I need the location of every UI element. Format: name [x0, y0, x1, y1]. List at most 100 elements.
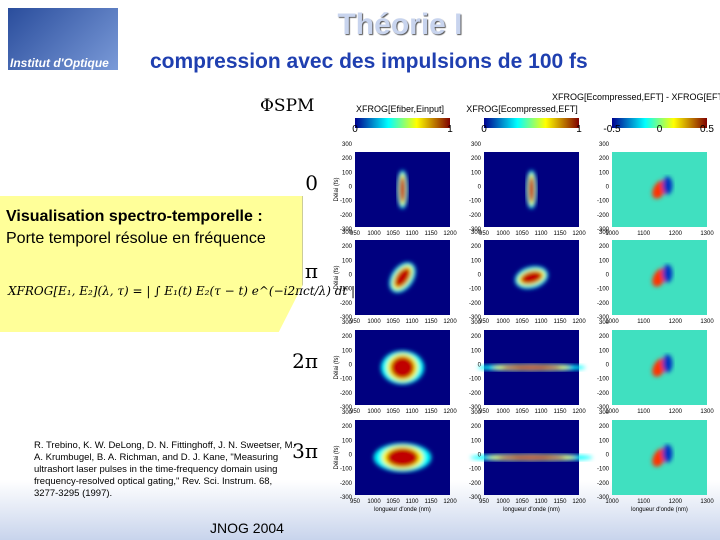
x-tick-label: 1000: [496, 319, 510, 325]
blob: [394, 267, 411, 288]
y-tick-label: 100: [471, 348, 482, 354]
y-tick-label: -200: [469, 301, 482, 307]
y-tick-label: 200: [599, 334, 610, 340]
y-tick-label: 0: [349, 185, 353, 191]
feature: [477, 363, 586, 372]
x-tick-label: 1150: [554, 409, 568, 415]
colorbar-tick: -0.5: [603, 124, 621, 135]
x-tick-label: 1050: [386, 499, 400, 505]
x-axis-label: longueur d'onde (nm): [631, 507, 688, 513]
y-tick-label: 0: [478, 363, 482, 369]
colorbar-tick: 0: [481, 124, 487, 135]
y-tick-label: -100: [469, 287, 482, 293]
y-tick-label: 200: [342, 334, 353, 340]
x-tick-label: 1150: [554, 499, 568, 505]
x-tick-label: 1200: [443, 499, 457, 505]
x-tick-label: 1100: [535, 499, 549, 505]
y-tick-label: -100: [340, 467, 353, 473]
y-tick-label: -200: [340, 213, 353, 219]
y-tick-label: -200: [340, 301, 353, 307]
x-tick-label: 1000: [367, 499, 381, 505]
x-tick-label: 1050: [386, 231, 400, 237]
y-tick-label: 100: [599, 258, 610, 264]
y-tick-label: -300: [340, 315, 353, 321]
x-tick-label: 1050: [386, 409, 400, 415]
feature: [652, 354, 673, 377]
y-tick-label: 100: [599, 438, 610, 444]
formula: XFROG[E₁, E₂](λ, τ) = | ∫ E₁(t) E₂(τ − t…: [8, 284, 360, 298]
y-tick-label: -300: [597, 315, 610, 321]
y-tick-label: 200: [471, 334, 482, 340]
column-title: XFROG[Efiber,Einput]: [356, 104, 444, 114]
y-tick-label: -200: [469, 391, 482, 397]
x-tick-label: 1000: [496, 499, 510, 505]
y-tick-label: -300: [469, 315, 482, 321]
logo-box: [8, 8, 118, 70]
x-tick-label: 950: [350, 409, 361, 415]
x-tick-label: 1150: [425, 499, 439, 505]
phase-label: π: [305, 259, 318, 283]
feature: [397, 170, 408, 209]
x-tick-label: 1200: [572, 231, 586, 237]
x-tick-label: 1200: [443, 319, 457, 325]
x-tick-label: 1200: [669, 319, 683, 325]
title: Théorie I: [337, 8, 463, 41]
x-tick-label: 1100: [535, 319, 549, 325]
logo-text: Institut d'Optique: [10, 56, 109, 70]
x-tick-label: 1050: [515, 499, 529, 505]
x-tick-label: 1150: [425, 409, 439, 415]
y-tick-label: -100: [340, 377, 353, 383]
y-axis-label: Délai (fs): [334, 265, 340, 289]
footer: JNOG 2004: [210, 520, 284, 536]
y-tick-label: -200: [597, 481, 610, 487]
y-tick-label: 0: [349, 453, 353, 459]
x-tick-label: 950: [350, 499, 361, 505]
x-tick-label: 1050: [515, 319, 529, 325]
y-tick-label: 0: [349, 273, 353, 279]
x-tick-label: 1100: [637, 319, 651, 325]
colorbar-tick: 0: [657, 124, 663, 135]
y-tick-label: 200: [471, 156, 482, 162]
colorbar-tick: 0: [352, 124, 358, 135]
column-title: XFROG[Ecompressed,EFT] - XFROG[EFT,EFT]: [552, 92, 720, 102]
box-line2: Porte temporel résolue en fréquence: [6, 230, 266, 247]
y-tick-label: 200: [471, 424, 482, 430]
y-tick-label: -100: [469, 377, 482, 383]
y-tick-label: -100: [340, 199, 353, 205]
column-title: XFROG[Ecompressed,EFT]: [466, 104, 578, 114]
x-tick-label: 1100: [637, 409, 651, 415]
x-tick-label: 1100: [637, 499, 651, 505]
feature: [652, 264, 673, 287]
y-tick-label: 0: [606, 185, 610, 191]
y-tick-label: -200: [340, 481, 353, 487]
x-tick-label: 1200: [443, 231, 457, 237]
y-tick-label: 100: [599, 170, 610, 176]
y-tick-label: -100: [597, 377, 610, 383]
y-tick-label: -300: [340, 405, 353, 411]
x-tick-label: 1150: [554, 231, 568, 237]
y-tick-label: 100: [342, 258, 353, 264]
x-tick-label: 1050: [386, 319, 400, 325]
y-tick-label: 0: [606, 453, 610, 459]
y-tick-label: 200: [342, 156, 353, 162]
blob: [662, 176, 673, 195]
subtitle: compression avec des impulsions de 100 f…: [150, 50, 588, 73]
y-tick-label: 100: [342, 170, 353, 176]
y-tick-label: 200: [471, 244, 482, 250]
y-tick-label: -300: [597, 405, 610, 411]
y-tick-label: 300: [471, 142, 482, 148]
colorbar: [355, 118, 450, 128]
y-tick-label: 200: [342, 244, 353, 250]
y-tick-label: 300: [342, 320, 353, 326]
colorbar: [484, 118, 579, 128]
x-axis-label: longueur d'onde (nm): [374, 507, 431, 513]
x-tick-label: 1000: [367, 319, 381, 325]
x-tick-label: 1100: [637, 231, 651, 237]
note-box: [0, 196, 303, 332]
y-tick-label: -100: [469, 199, 482, 205]
feature: [470, 453, 593, 462]
reference: R. Trebino, K. W. DeLong, D. N. Fittingh…: [34, 440, 296, 499]
y-tick-label: 0: [606, 363, 610, 369]
phase-label: 2π: [292, 349, 318, 373]
